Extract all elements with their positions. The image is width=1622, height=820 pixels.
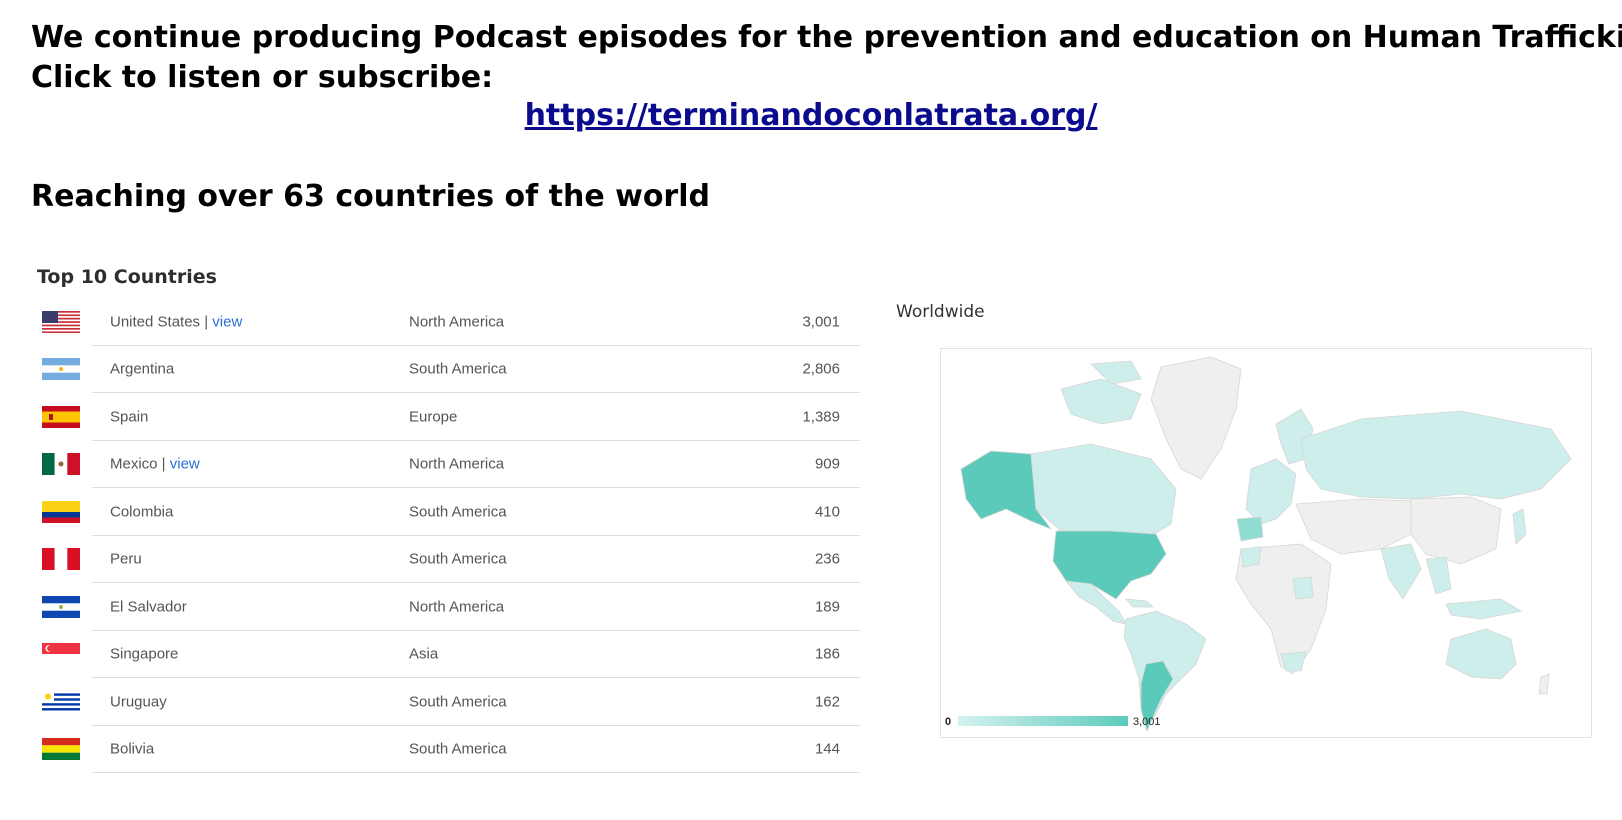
region: North America — [409, 455, 505, 473]
table-row: Spain Europe 1,389 — [37, 393, 860, 441]
row-divider — [92, 344, 860, 346]
table-row: Colombia South America 410 — [37, 488, 860, 536]
flag-el-salvador-icon — [42, 595, 80, 618]
country-name: United States — [110, 313, 201, 331]
row-divider — [92, 724, 860, 726]
row-divider — [92, 629, 860, 631]
visit-count: 236 — [814, 550, 840, 568]
separator: | — [200, 313, 213, 331]
table-row: Argentina South America 2,806 — [37, 346, 860, 393]
visit-count: 186 — [814, 645, 840, 663]
country-name: Colombia — [110, 503, 174, 521]
url-line: https://terminandoconlatrata.org/ — [0, 96, 1622, 136]
region: South America — [409, 360, 507, 378]
separator: | — [157, 455, 170, 473]
row-divider — [92, 487, 860, 488]
country-name: Argentina — [110, 360, 175, 378]
flag-mexico-icon — [42, 453, 80, 476]
flag-peru-icon — [42, 548, 80, 571]
country-name: Mexico — [110, 455, 158, 473]
region: South America — [409, 740, 507, 758]
podcast-link[interactable]: https://terminandoconlatrata.org/ — [524, 98, 1098, 133]
row-divider — [92, 534, 860, 536]
flag-bolivia-icon — [42, 738, 80, 761]
reach-heading: Reaching over 63 countries of the world — [31, 179, 710, 214]
flag-uruguay-icon — [42, 690, 80, 713]
visit-count: 3,001 — [802, 313, 840, 331]
world-map-svg — [960, 356, 1572, 733]
world-map[interactable] — [940, 348, 1592, 738]
table-row: Uruguay South America 162 — [37, 678, 860, 726]
country-name: Bolivia — [110, 740, 155, 758]
row-divider — [92, 392, 860, 393]
top-countries-title: Top 10 Countries — [37, 266, 217, 288]
legend-min: 0 — [945, 716, 952, 728]
row-divider — [92, 772, 860, 773]
map-title: Worldwide — [896, 302, 985, 322]
table-row: United States | view North America 3,001 — [37, 298, 860, 346]
country-name: Uruguay — [110, 693, 167, 711]
row-divider — [92, 677, 860, 678]
visit-count: 410 — [814, 503, 840, 521]
view-link[interactable]: view — [212, 313, 243, 331]
region: South America — [409, 503, 507, 521]
country-name: Spain — [110, 408, 149, 426]
headline: We continue producing Podcast episodes f… — [31, 18, 1622, 98]
visit-count: 1,389 — [802, 408, 840, 426]
row-divider — [92, 439, 860, 441]
visit-count: 909 — [814, 455, 840, 473]
region: North America — [409, 598, 505, 616]
view-link[interactable]: view — [169, 455, 200, 473]
legend-gradient — [958, 716, 1128, 726]
flag-singapore-icon — [42, 643, 80, 666]
flag-us-icon — [42, 310, 80, 333]
flag-spain-icon — [42, 405, 80, 428]
table-row: El Salvador North America 189 — [37, 583, 860, 631]
countries-table: United States | view North America 3,001… — [37, 298, 860, 773]
country-name: El Salvador — [110, 598, 187, 616]
flag-argentina-icon — [42, 358, 80, 381]
region: Asia — [409, 645, 439, 663]
visit-count: 144 — [814, 740, 840, 758]
table-row: Mexico | view North America 909 — [37, 441, 860, 488]
region: South America — [409, 550, 507, 568]
headline-line2: Click to listen or subscribe: — [31, 60, 494, 95]
visit-count: 162 — [814, 693, 840, 711]
flag-colombia-icon — [42, 500, 80, 523]
legend-max: 3,001 — [1133, 716, 1161, 728]
country-name: Peru — [110, 550, 142, 568]
region: North America — [409, 313, 505, 331]
country-name: Singapore — [110, 645, 179, 663]
table-row: Peru South America 236 — [37, 536, 860, 583]
visit-count: 2,806 — [802, 360, 840, 378]
table-row: Singapore Asia 186 — [37, 631, 860, 678]
row-divider — [92, 582, 860, 583]
headline-line1: We continue producing Podcast episodes f… — [31, 20, 1622, 55]
table-row: Bolivia South America 144 — [37, 726, 860, 773]
visit-count: 189 — [814, 598, 840, 616]
region: South America — [409, 693, 507, 711]
region: Europe — [409, 408, 458, 426]
